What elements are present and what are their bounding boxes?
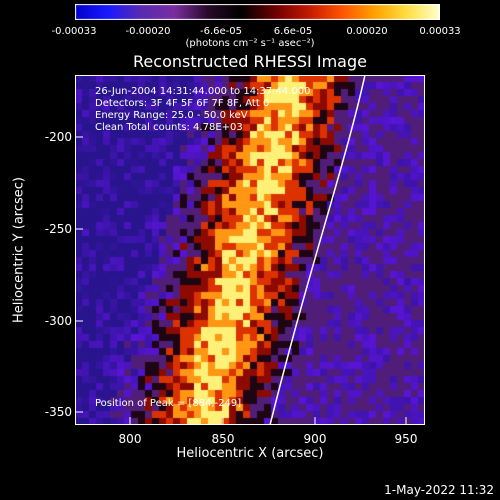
y-tick-label: -350 xyxy=(44,405,72,419)
colorbar-tick: -6.6e-05 xyxy=(200,26,242,37)
x-tick-label: 900 xyxy=(303,432,327,446)
info-time-range: 26-Jun-2004 14:31:44.000 to 14:37:44.000 xyxy=(95,86,311,97)
x-tick-label: 950 xyxy=(394,432,418,446)
timestamp-footer: 1-May-2022 11:32 xyxy=(384,483,494,497)
plot-frame xyxy=(75,75,425,425)
info-counts: Clean Total counts: 4.78E+03 xyxy=(95,122,243,133)
colorbar-tick: 0.00020 xyxy=(346,26,388,37)
image-title: Reconstructed RHESSI Image xyxy=(133,52,367,71)
x-axis-label: Heliocentric X (arcsec) xyxy=(176,446,324,461)
x-tick-label: 850 xyxy=(211,432,235,446)
y-tick-label: -300 xyxy=(44,314,72,328)
peak-position: Position of Peak = [884,-249] xyxy=(95,398,242,409)
rhessi-image xyxy=(75,75,425,425)
info-detectors: Detectors: 3F 4F 5F 6F 7F 8F, Att 0 xyxy=(95,98,270,109)
observation-info: 26-Jun-2004 14:31:44.000 to 14:37:44.000… xyxy=(95,86,311,134)
info-energy-range: Energy Range: 25.0 - 50.0 keV xyxy=(95,110,248,121)
x-tick-label: 800 xyxy=(118,432,142,446)
y-axis-label: Heliocentric Y (arcsec) xyxy=(11,177,27,323)
axis-tick-marks xyxy=(75,136,407,425)
colorbar xyxy=(75,4,440,20)
colorbar-units: (photons cm⁻² s⁻¹ asec⁻²) xyxy=(185,38,315,49)
plot-overlay xyxy=(75,75,425,425)
colorbar-tick: -0.00033 xyxy=(51,26,97,37)
y-tick-label: -250 xyxy=(44,222,72,236)
solar-limb-line xyxy=(269,75,366,425)
colorbar-tick: 6.6e-05 xyxy=(273,26,313,37)
colorbar-tick: 0.00033 xyxy=(419,26,461,37)
y-tick-label: -200 xyxy=(44,130,72,144)
colorbar-tick: -0.00020 xyxy=(125,26,171,37)
